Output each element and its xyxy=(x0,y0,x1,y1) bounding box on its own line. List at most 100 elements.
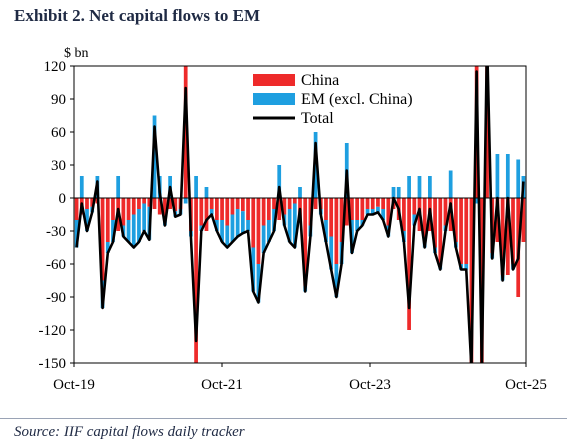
bar-em-excl-china xyxy=(251,247,256,292)
y-tick-label: 60 xyxy=(51,125,66,141)
y-tick-label: -30 xyxy=(46,224,66,240)
bar-china xyxy=(495,198,500,242)
bar-em-excl-china xyxy=(376,206,380,213)
y-tick-label: 120 xyxy=(44,59,67,75)
bar-china xyxy=(511,198,515,264)
legend-em-excl-china: EM (excl. China) xyxy=(253,91,413,108)
bar-china xyxy=(381,198,385,209)
bar-china xyxy=(422,198,427,242)
legend-china-swatch xyxy=(253,74,295,86)
bar-china xyxy=(256,198,261,264)
x-tick-label: Oct-19 xyxy=(53,377,95,393)
total-line xyxy=(75,66,525,363)
bar-china xyxy=(131,198,136,215)
bar-china xyxy=(121,198,126,226)
bar-em-excl-china xyxy=(324,220,328,242)
bar-china xyxy=(485,66,489,198)
bar-em-excl-china xyxy=(266,220,271,242)
bar-em-excl-china xyxy=(470,363,474,369)
bar-em-excl-china xyxy=(365,209,370,215)
bar-china xyxy=(479,198,484,363)
bar-em-excl-china xyxy=(391,187,396,198)
bar-em-excl-china xyxy=(370,209,375,215)
bar-china xyxy=(350,198,354,220)
bar-em-excl-china xyxy=(126,220,131,242)
bar-em-excl-china xyxy=(235,209,240,237)
y-tick-label: 30 xyxy=(51,158,66,174)
bar-em-excl-china xyxy=(417,176,422,198)
bar-em-excl-china xyxy=(495,154,500,198)
bar-china xyxy=(194,198,198,363)
bar-china xyxy=(204,198,209,231)
bar-china xyxy=(126,198,131,220)
bar-em-excl-china xyxy=(204,187,209,198)
bar-china xyxy=(261,198,266,226)
bar-em-excl-china xyxy=(261,225,266,253)
legend-china: China xyxy=(253,72,339,89)
bar-china xyxy=(105,198,110,242)
bar-em-excl-china xyxy=(381,209,385,220)
bar-em-excl-china xyxy=(292,203,297,248)
bar-china xyxy=(459,198,463,264)
bar-china xyxy=(147,198,152,207)
bar-china xyxy=(324,198,328,220)
legend-total-label: Total xyxy=(301,110,334,127)
bar-china xyxy=(376,198,380,207)
bar-china xyxy=(469,198,474,363)
bar-em-excl-china xyxy=(85,209,89,231)
plot-frame xyxy=(73,65,527,364)
y-tick-label: -120 xyxy=(39,323,67,339)
bar-em-excl-china xyxy=(111,220,115,242)
bar-china xyxy=(386,198,391,226)
bar-china xyxy=(100,198,105,281)
bar-china xyxy=(370,198,375,209)
bar-em-excl-china xyxy=(79,176,84,198)
bar-em-excl-china xyxy=(152,115,157,198)
y-tick-label: 0 xyxy=(59,191,67,207)
x-tick-label: Oct-23 xyxy=(349,377,391,393)
bar-em-excl-china xyxy=(183,198,188,204)
bar-china xyxy=(360,198,365,220)
axes: 120 90 60 30 0 -30 -60 -90 -120 -150 Oct-19 Oct-21 O… xyxy=(39,59,547,393)
bar-em-excl-china xyxy=(137,209,141,242)
bar-china xyxy=(272,198,276,209)
bar-em-excl-china xyxy=(277,165,282,198)
bar-layer xyxy=(74,39,526,369)
bar-china xyxy=(163,198,167,220)
y-tick-label: -150 xyxy=(39,356,67,372)
bar-em-excl-china xyxy=(474,198,479,204)
bar-em-excl-china xyxy=(407,176,411,198)
legend: China EM (excl. China) Total xyxy=(253,72,413,127)
bar-china xyxy=(74,198,79,220)
bar-em-excl-china xyxy=(480,363,484,369)
bar-em-excl-china xyxy=(105,242,110,253)
bar-china xyxy=(334,198,339,264)
legend-china-label: China xyxy=(301,72,339,89)
y-tick-label: -60 xyxy=(46,257,66,273)
bar-china xyxy=(443,198,448,226)
bar-china xyxy=(137,198,141,209)
bar-em-excl-china xyxy=(225,225,230,248)
bar-china xyxy=(215,198,219,220)
bar-china xyxy=(313,198,318,209)
bar-china xyxy=(292,198,297,204)
bar-china xyxy=(230,198,235,215)
bar-em-excl-china xyxy=(256,264,261,303)
x-tick-label: Oct-21 xyxy=(201,377,243,393)
bar-china xyxy=(303,198,308,286)
y-tick-label: -90 xyxy=(46,290,66,306)
bar-china xyxy=(157,198,162,215)
bar-china xyxy=(464,198,469,264)
bar-em-excl-china xyxy=(355,220,360,231)
bar-china xyxy=(183,66,188,198)
bar-em-excl-china xyxy=(116,176,121,198)
bar-china xyxy=(308,198,313,226)
bar-em-excl-china xyxy=(329,236,334,270)
bar-em-excl-china xyxy=(215,220,219,231)
bar-em-excl-china xyxy=(485,39,489,67)
source-divider xyxy=(0,418,567,419)
legend-em-excl-china-swatch xyxy=(253,93,295,105)
bar-china xyxy=(85,198,89,209)
bar-china xyxy=(152,198,157,209)
